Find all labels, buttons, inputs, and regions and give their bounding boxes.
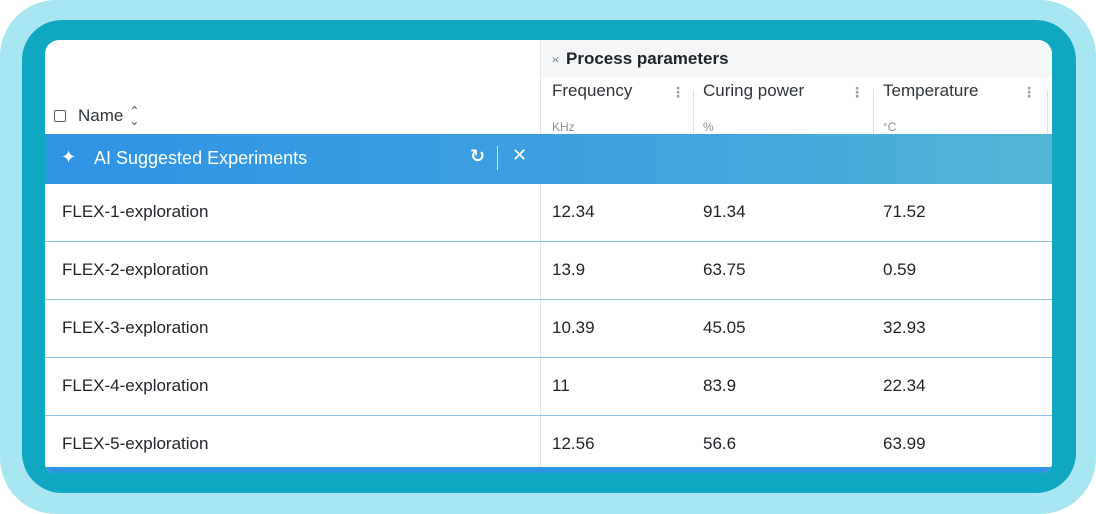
column-label: Temperature [883, 81, 979, 100]
name-column-header[interactable]: Name ⌃ ⌄ [54, 104, 140, 128]
table-body: FLEX-1-exploration 12.34 91.34 71.52 FLE… [45, 184, 1052, 472]
table-row[interactable]: FLEX-2-exploration 13.9 63.75 0.59 [45, 242, 1052, 300]
column-divider[interactable] [873, 90, 874, 134]
curing-power-cell[interactable]: 63.75 [703, 260, 746, 279]
refresh-icon[interactable]: ↻ [470, 146, 486, 166]
close-icon[interactable]: ✕ [512, 145, 528, 165]
row-name[interactable]: FLEX-5-exploration [62, 434, 209, 453]
column-unit: °C [883, 120, 897, 134]
sort-icon[interactable]: ⌃ ⌄ [129, 104, 140, 128]
column-label: Frequency [552, 81, 633, 100]
row-name[interactable]: FLEX-4-exploration [62, 376, 209, 395]
cell-divider [540, 242, 541, 299]
collapse-expand-icon[interactable]: ›‹ [552, 51, 559, 66]
temperature-cell[interactable]: 71.52 [883, 202, 926, 221]
curing-power-cell[interactable]: 45.05 [703, 318, 746, 337]
column-unit: KHz [552, 120, 575, 134]
table-header: ›‹ Process parameters Name ⌃ ⌄ Frequency … [45, 40, 1052, 134]
table-row[interactable]: FLEX-4-exploration 11 83.9 22.34 [45, 358, 1052, 416]
row-name[interactable]: FLEX-2-exploration [62, 260, 209, 279]
frequency-cell[interactable]: 11 [552, 376, 570, 395]
column-divider[interactable] [1047, 90, 1048, 134]
ai-suggestions-bar: ✦ AI Suggested Experiments ↻ ✕ [45, 134, 1052, 184]
column-group-header[interactable]: ›‹ Process parameters [541, 40, 1052, 77]
toolbar-separator [497, 146, 498, 170]
column-menu-icon[interactable]: ⋮ [671, 84, 685, 100]
frequency-cell[interactable]: 12.34 [552, 202, 595, 221]
temperature-cell[interactable]: 22.34 [883, 376, 926, 395]
experiments-table: ›‹ Process parameters Name ⌃ ⌄ Frequency … [45, 40, 1052, 473]
column-header-temperature[interactable]: Temperature [883, 81, 978, 101]
cell-divider [540, 416, 541, 472]
column-divider[interactable] [693, 90, 694, 134]
frequency-cell[interactable]: 10.39 [552, 318, 595, 337]
curing-power-cell[interactable]: 83.9 [703, 376, 737, 395]
row-name[interactable]: FLEX-1-exploration [62, 202, 209, 221]
column-header-frequency[interactable]: Frequency [552, 81, 632, 101]
selection-bottom-border [45, 467, 1052, 473]
temperature-cell[interactable]: 0.59 [883, 260, 917, 279]
curing-power-cell[interactable]: 91.34 [703, 202, 746, 221]
temperature-cell[interactable]: 63.99 [883, 434, 926, 453]
column-unit: % [703, 120, 714, 134]
cell-divider [540, 184, 541, 241]
name-column-label: Name [78, 106, 124, 125]
table-row[interactable]: FLEX-3-exploration 10.39 45.05 32.93 [45, 300, 1052, 358]
select-all-checkbox[interactable] [54, 110, 66, 122]
temperature-cell[interactable]: 32.93 [883, 318, 926, 337]
frequency-cell[interactable]: 12.56 [552, 434, 595, 453]
cell-divider [540, 358, 541, 415]
column-header-curing-power[interactable]: Curing power [703, 81, 804, 101]
frequency-cell[interactable]: 13.9 [552, 260, 586, 279]
table-row[interactable]: FLEX-5-exploration 12.56 56.6 63.99 [45, 416, 1052, 472]
table-row[interactable]: FLEX-1-exploration 12.34 91.34 71.52 [45, 184, 1052, 242]
column-label: Curing power [703, 81, 805, 100]
ai-suggestions-title: AI Suggested Experiments [94, 148, 308, 168]
cell-divider [540, 300, 541, 357]
column-group-title: Process parameters [566, 48, 729, 68]
column-menu-icon[interactable]: ⋮ [850, 84, 864, 100]
curing-power-cell[interactable]: 56.6 [703, 434, 737, 453]
row-name[interactable]: FLEX-3-exploration [62, 318, 209, 337]
sparkle-icon: ✦ [61, 147, 77, 167]
column-menu-icon[interactable]: ⋮ [1022, 84, 1036, 100]
